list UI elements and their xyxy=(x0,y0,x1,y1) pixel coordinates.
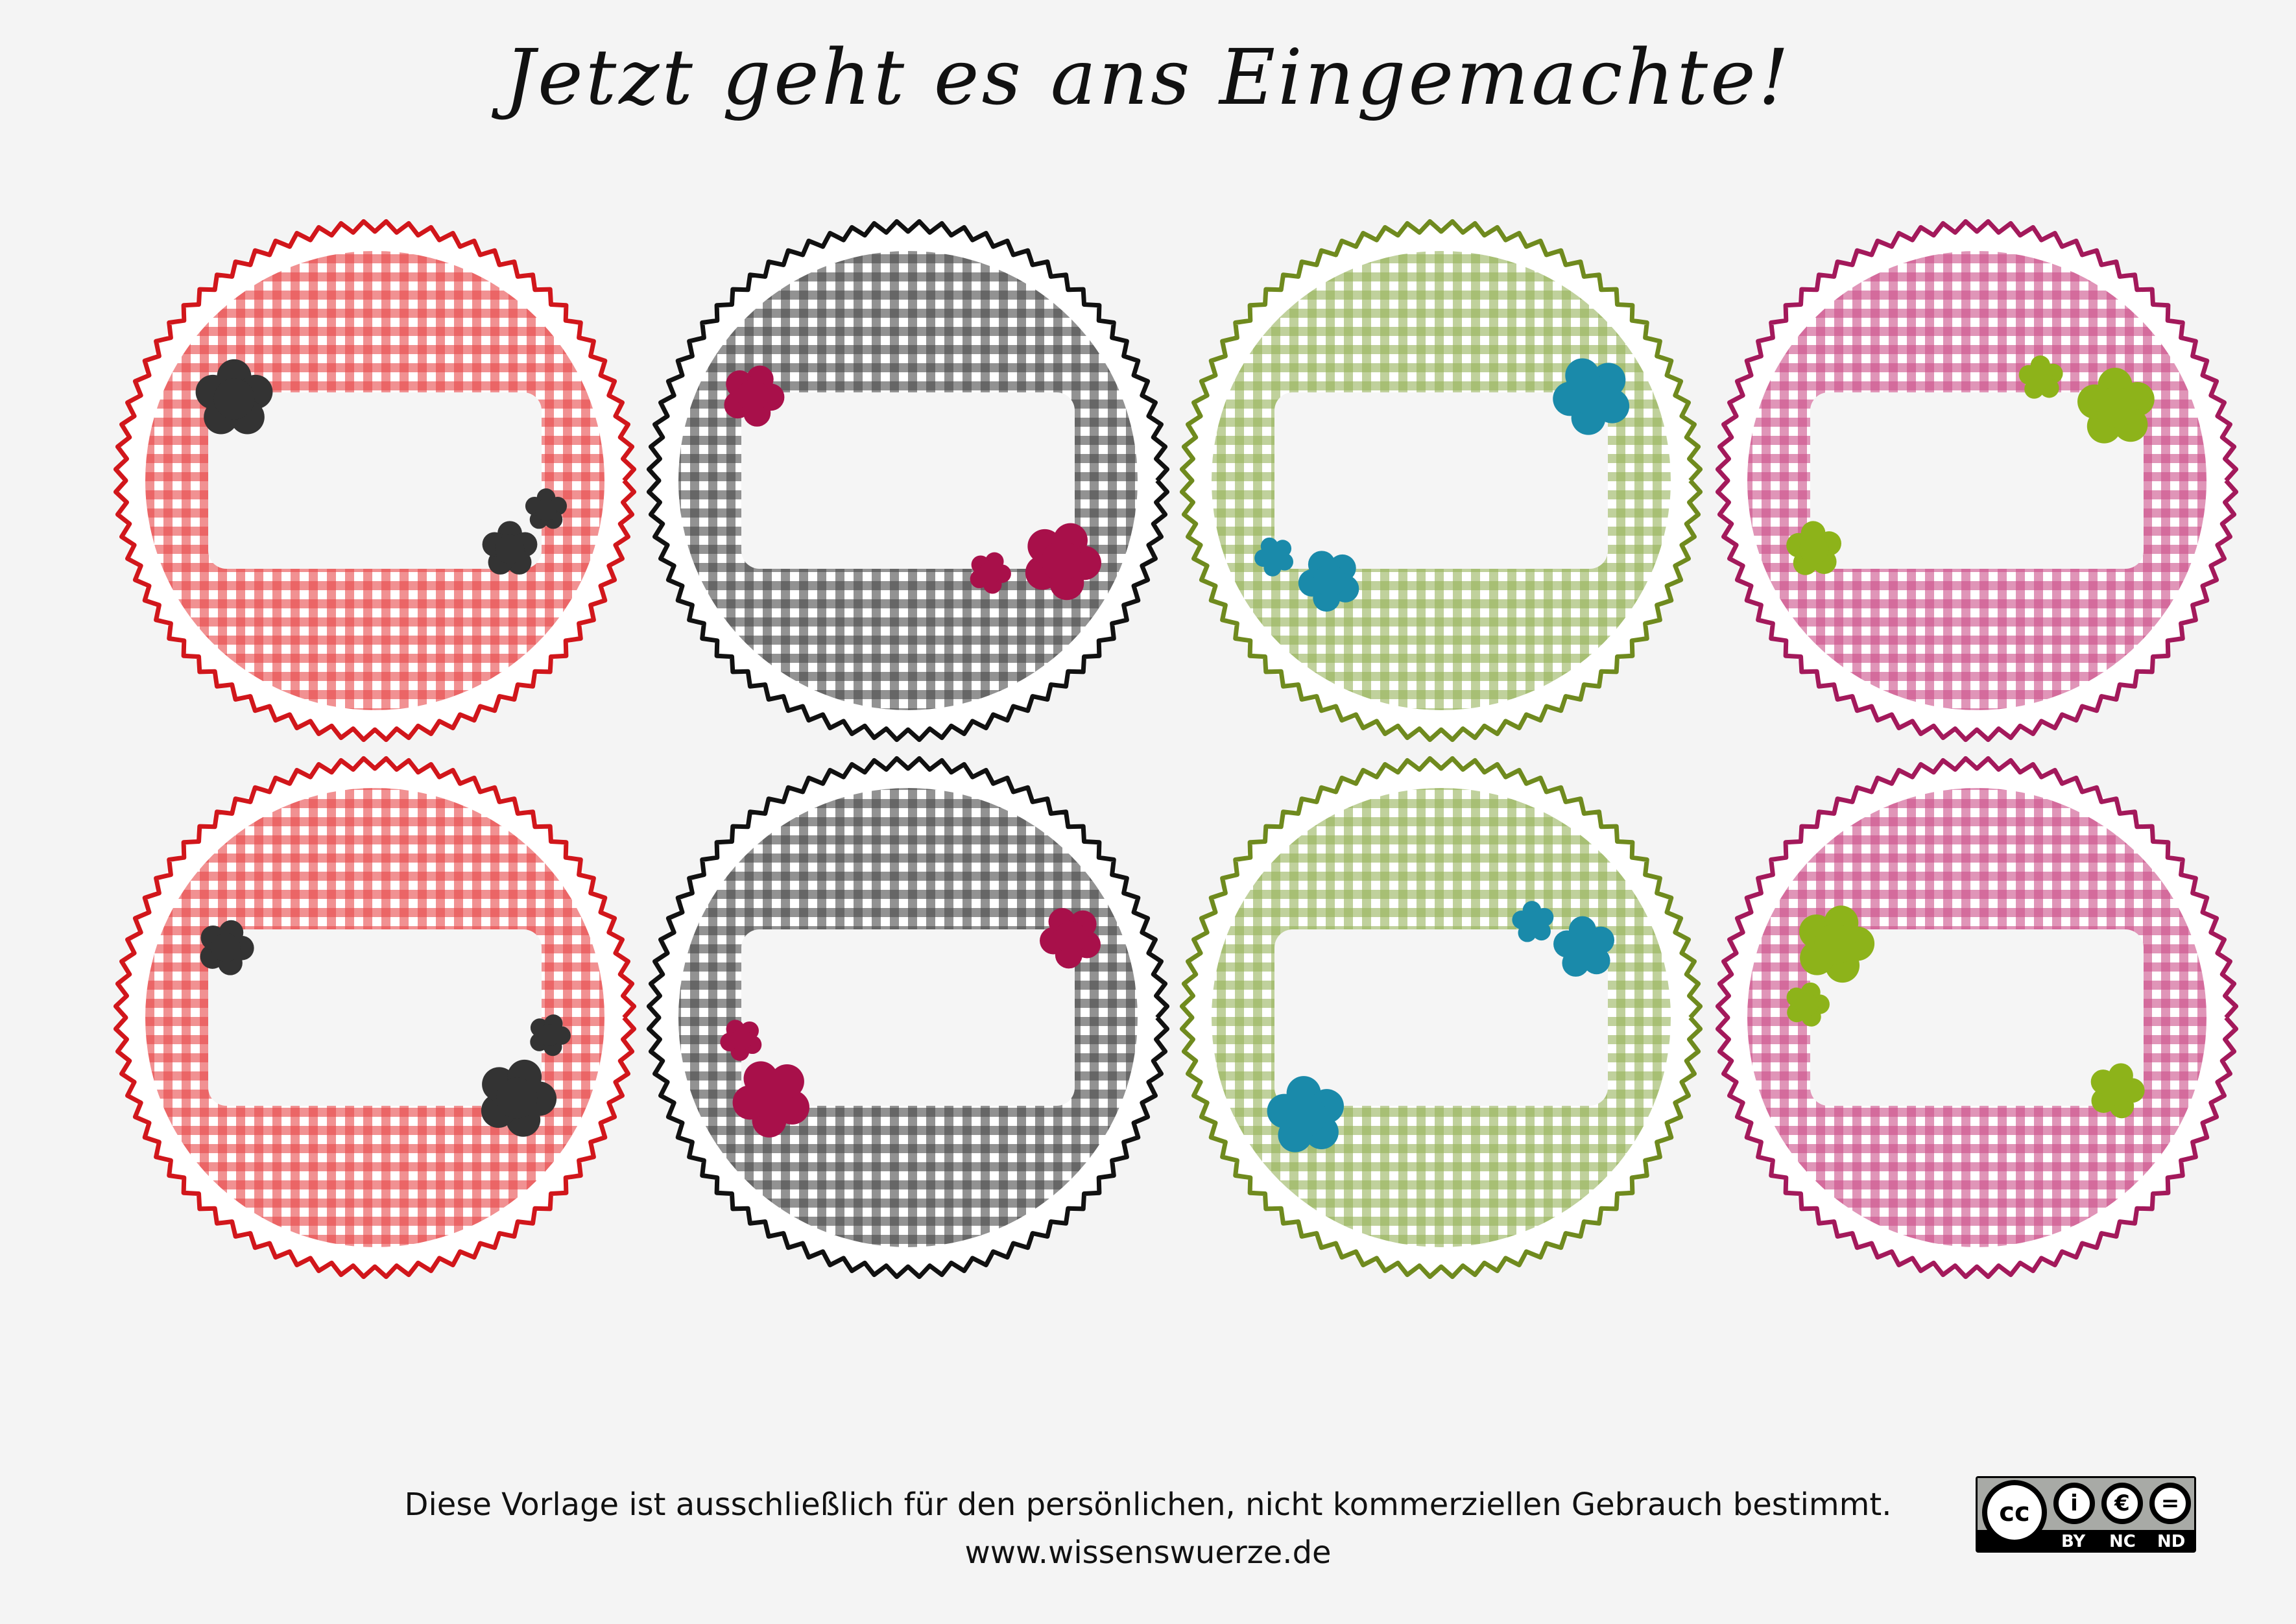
flower-icon xyxy=(970,552,1011,594)
flower-icon xyxy=(1025,523,1101,601)
label-writing-area[interactable] xyxy=(208,929,542,1106)
flower-icon xyxy=(720,1020,762,1061)
nc-euro-icon: € xyxy=(2101,1483,2143,1524)
flower-icon xyxy=(525,488,568,529)
scalloped-border xyxy=(1715,756,2239,1280)
label-writing-area[interactable] xyxy=(1810,929,2144,1106)
nd-equals-icon: = xyxy=(2149,1483,2191,1524)
jar-label-2[interactable] xyxy=(646,219,1170,743)
flower-icon xyxy=(1786,982,1830,1027)
flower-icon xyxy=(1267,1076,1344,1152)
flower-icon xyxy=(1553,916,1615,977)
label-writing-area[interactable] xyxy=(1274,929,1608,1106)
flower-icon xyxy=(482,521,538,575)
by-person-icon: i xyxy=(2053,1483,2095,1524)
flower-icon xyxy=(724,365,785,427)
jar-label-7[interactable] xyxy=(1179,756,1703,1280)
flower-icon xyxy=(2077,367,2155,444)
scalloped-border xyxy=(646,756,1170,1280)
scalloped-border xyxy=(1179,219,1703,743)
scalloped-border xyxy=(113,219,637,743)
jar-label-8[interactable] xyxy=(1715,756,2239,1280)
flower-icon xyxy=(1512,901,1554,942)
scalloped-border xyxy=(1715,219,2239,743)
flower-icon xyxy=(1298,551,1359,612)
flower-icon xyxy=(1553,358,1630,435)
scalloped-border xyxy=(646,219,1170,743)
scalloped-border xyxy=(113,756,637,1280)
flower-icon xyxy=(1799,905,1875,983)
flower-icon xyxy=(732,1061,809,1138)
flower-icon xyxy=(200,920,254,975)
jar-label-5[interactable] xyxy=(113,756,637,1280)
label-writing-area[interactable] xyxy=(1810,392,2144,569)
flower-icon xyxy=(195,359,273,435)
label-writing-area[interactable] xyxy=(741,392,1075,569)
jar-label-3[interactable] xyxy=(1179,219,1703,743)
label-writing-area[interactable] xyxy=(741,929,1075,1106)
scalloped-border xyxy=(1179,756,1703,1280)
jar-label-4[interactable] xyxy=(1715,219,2239,743)
jar-label-1[interactable] xyxy=(113,219,637,743)
cc-text: cc xyxy=(1999,1498,2030,1527)
flower-icon xyxy=(1254,537,1294,577)
flower-icon xyxy=(530,1014,571,1057)
label-writing-area[interactable] xyxy=(208,392,542,569)
label-writing-area[interactable] xyxy=(1274,392,1608,569)
flower-icon xyxy=(2018,355,2063,399)
flower-icon xyxy=(2090,1063,2145,1119)
nc-label: NC xyxy=(2109,1532,2136,1551)
creative-commons-badge[interactable]: cc i € = BY NC ND xyxy=(1976,1476,2196,1553)
flower-icon xyxy=(481,1059,557,1137)
nd-label: ND xyxy=(2157,1532,2186,1551)
jar-label-6[interactable] xyxy=(646,756,1170,1280)
page-title: Jetzt geht es ans Eingemachte! xyxy=(504,32,1792,122)
usage-note: Diese Vorlage ist ausschließlich für den… xyxy=(404,1487,1892,1523)
cc-icon: cc xyxy=(1982,1480,2047,1545)
by-label: BY xyxy=(2061,1532,2086,1551)
flower-icon xyxy=(1786,521,1841,575)
flower-icon xyxy=(1040,908,1101,969)
website-link[interactable]: www.wissenswuerze.de xyxy=(964,1534,1332,1571)
